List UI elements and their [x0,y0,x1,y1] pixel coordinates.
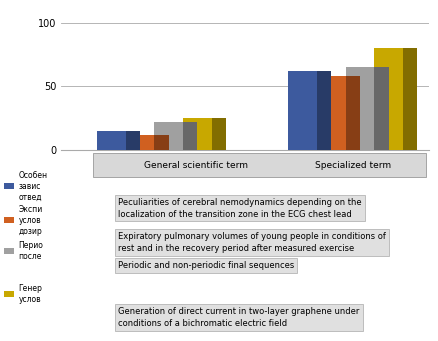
Polygon shape [212,118,226,150]
Text: Особен
завис
отвед: Особен завис отвед [18,170,47,202]
Bar [183,118,212,150]
Text: Экспи
услов
дозир: Экспи услов дозир [18,205,42,236]
Text: Periodic and non-periodic final sequences: Periodic and non-periodic final sequence… [118,261,294,270]
Polygon shape [126,131,140,150]
Text: General scientific term: General scientific term [144,161,248,170]
Polygon shape [183,122,198,150]
Bar [374,48,403,150]
Bar [155,122,183,150]
Polygon shape [403,48,417,150]
Text: Генер
услов: Генер услов [18,284,42,303]
Bar [126,135,155,150]
Polygon shape [155,135,169,150]
Polygon shape [346,76,360,150]
Polygon shape [317,71,331,150]
Bar [97,131,126,150]
Text: Specialized term: Specialized term [315,161,391,170]
Text: Peculiarities of cerebral nemodynamics depending on the
localization of the tran: Peculiarities of cerebral nemodynamics d… [118,198,362,219]
Text: Перио
после: Перио после [18,241,43,261]
Bar [346,68,374,150]
Bar [317,76,346,150]
Text: Expiratory pulmonary volumes of young people in conditions of
rest and in the re: Expiratory pulmonary volumes of young pe… [118,232,386,253]
Bar [288,71,317,150]
Polygon shape [374,68,389,150]
Text: Generation of direct current in two-layer graphene under
conditions of a bichrom: Generation of direct current in two-laye… [118,307,360,328]
